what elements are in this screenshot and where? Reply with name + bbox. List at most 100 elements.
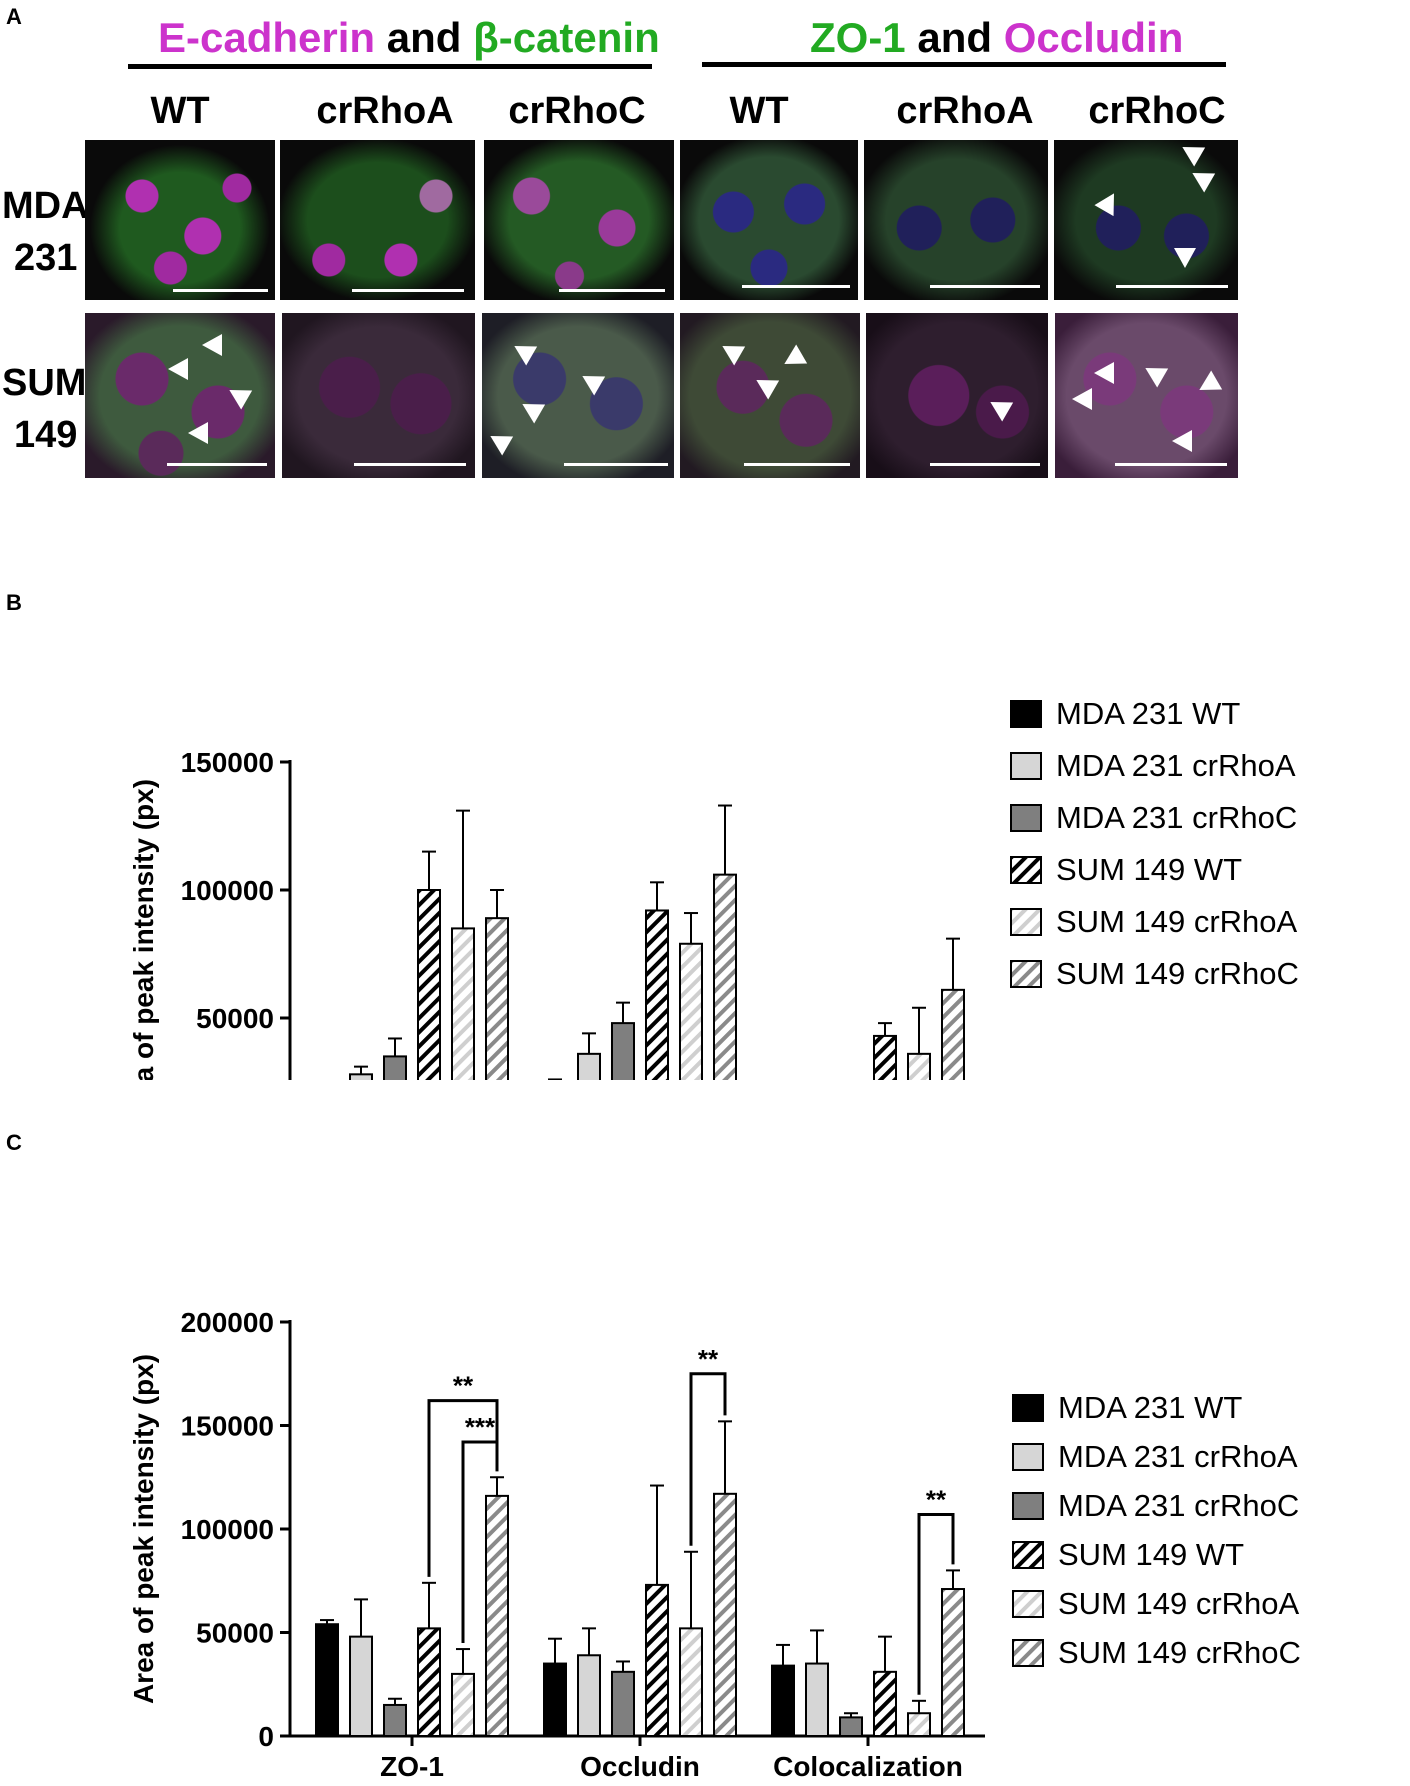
legend-label: SUM 149 crRhoC — [1058, 1635, 1301, 1670]
legend-item: SUM 149 WT — [1010, 852, 1242, 888]
bar — [873, 1034, 897, 1080]
header-and-1: and — [386, 14, 462, 61]
row-label-sum149-line2: 149 — [14, 414, 78, 456]
arrowhead — [1094, 187, 1124, 217]
micrograph-mda231-wt-zo1 — [680, 140, 858, 300]
row-label-mda231-line2: 231 — [14, 237, 78, 279]
legend-label: SUM 149 crRhoA — [1056, 904, 1298, 939]
legend-label: SUM 149 WT — [1056, 852, 1243, 887]
bar — [679, 1627, 703, 1737]
significance-bracket — [461, 1440, 499, 1644]
bar — [645, 1583, 669, 1738]
scale-bar — [1116, 285, 1228, 288]
arrowhead — [716, 336, 746, 366]
legend-label: MDA 231 WT — [1058, 1390, 1243, 1425]
legend-label: MDA 231 crRhoA — [1056, 748, 1296, 783]
panel-a-letter: A — [6, 4, 22, 29]
col-label-crrhoc-1: crRhoC — [508, 90, 646, 132]
bar — [417, 1627, 441, 1737]
bar — [941, 988, 965, 1080]
legend-swatch — [1010, 700, 1042, 728]
significance-bracket — [689, 1372, 727, 1546]
scale-bar — [930, 285, 1040, 288]
arrowhead — [188, 422, 208, 444]
bar — [873, 1670, 897, 1738]
scale-bar — [744, 463, 850, 466]
scale-bar — [1115, 463, 1227, 466]
y-axis-label: Area of peak intensity (px) — [128, 1354, 159, 1704]
col-label-wt-1: WT — [150, 90, 210, 132]
legend-swatch — [1012, 1394, 1044, 1422]
legend-item: MDA 231 crRhoC — [1010, 800, 1297, 836]
scale-bar — [354, 463, 466, 466]
arrowhead — [484, 426, 514, 456]
legend-item: MDA 231 WT — [1010, 696, 1240, 732]
row-label-mda231-line1: MDA — [2, 185, 89, 227]
micrograph-sum149-wt-zo1 — [680, 313, 860, 478]
legend-label: MDA 231 crRhoC — [1058, 1488, 1300, 1523]
bar — [611, 1670, 635, 1738]
legend-swatch — [1010, 960, 1042, 988]
micrograph-mda231-crrhoa-ecad — [280, 140, 475, 300]
bar — [383, 1703, 407, 1738]
panel-b-letter: B — [6, 590, 22, 615]
significance-label: ** — [926, 1485, 947, 1515]
legend-swatch — [1012, 1492, 1044, 1520]
scale-bar — [167, 463, 267, 466]
scale-bar — [173, 289, 268, 292]
bar — [713, 873, 737, 1080]
arrowhead — [1072, 388, 1092, 410]
arrowhead — [508, 336, 538, 366]
legend-label: SUM 149 WT — [1058, 1537, 1245, 1572]
legend-swatch — [1012, 1639, 1044, 1667]
y-axis-label: Area of peak intensity (px) — [128, 779, 159, 1080]
bar — [451, 927, 475, 1080]
bar — [907, 1052, 931, 1080]
y-tick-label: 150000 — [181, 1411, 274, 1442]
legend-swatch — [1010, 752, 1042, 780]
legend-label: MDA 231 crRhoC — [1056, 800, 1298, 835]
legend-swatch — [1012, 1541, 1044, 1569]
header-and-2: and — [917, 14, 993, 61]
micrograph-sum149-crrhoa-zo1 — [866, 313, 1048, 478]
y-tick-label: 150000 — [181, 747, 274, 778]
bar-chart-c: 0 50000 100000 150000 200000 Area of peak int… — [128, 1307, 985, 1780]
bar — [577, 1654, 601, 1738]
header-zo1: ZO-1 — [810, 14, 906, 61]
scale-bar — [742, 285, 850, 288]
col-label-wt-2: WT — [729, 90, 789, 132]
panel-c-letter: C — [6, 1130, 22, 1155]
micrograph-sum149-crrhoc-ecad — [482, 313, 674, 478]
scale-bar — [559, 289, 665, 292]
significance-label: ** — [453, 1371, 474, 1401]
y-tick-label: 50000 — [196, 1003, 274, 1034]
arrowhead — [223, 380, 253, 410]
significance-bracket — [427, 1399, 499, 1577]
header-occludin: Occludin — [1003, 14, 1184, 61]
col-label-crrhoa-1: crRhoA — [316, 90, 454, 132]
row-label-sum149: SUM 149 — [2, 357, 86, 461]
header-group-2: ZO-1 and Occludin — [810, 14, 1183, 62]
bar — [645, 909, 669, 1080]
bar — [941, 1588, 965, 1737]
bar-chart-b: 050000100000150000Area of peak intensity… — [128, 747, 965, 1080]
col-label-crrhoa-2: crRhoA — [896, 90, 1034, 132]
micrograph-mda231-crrhoa-zo1 — [864, 140, 1048, 300]
y-tick-label: 0 — [258, 1721, 274, 1752]
bar — [771, 1664, 795, 1737]
bar — [543, 1662, 567, 1737]
bar — [315, 1623, 339, 1737]
legend-item: SUM 149 crRhoC — [1012, 1635, 1301, 1671]
micrograph-sum149-crrhoc-zo1 — [1055, 313, 1238, 478]
legend-item: SUM 149 crRhoA — [1010, 904, 1297, 940]
arrowhead — [750, 370, 780, 400]
arrowhead — [1139, 358, 1169, 388]
x-tick-label: Colocalization — [773, 1751, 963, 1780]
y-tick-label: 100000 — [181, 1514, 274, 1545]
arrowhead — [1174, 248, 1196, 268]
arrowhead — [168, 358, 188, 380]
legend-item: SUM 149 crRhoA — [1012, 1586, 1299, 1622]
bar — [349, 1073, 373, 1080]
bar — [713, 1492, 737, 1737]
legend-label: MDA 231 WT — [1056, 696, 1241, 731]
